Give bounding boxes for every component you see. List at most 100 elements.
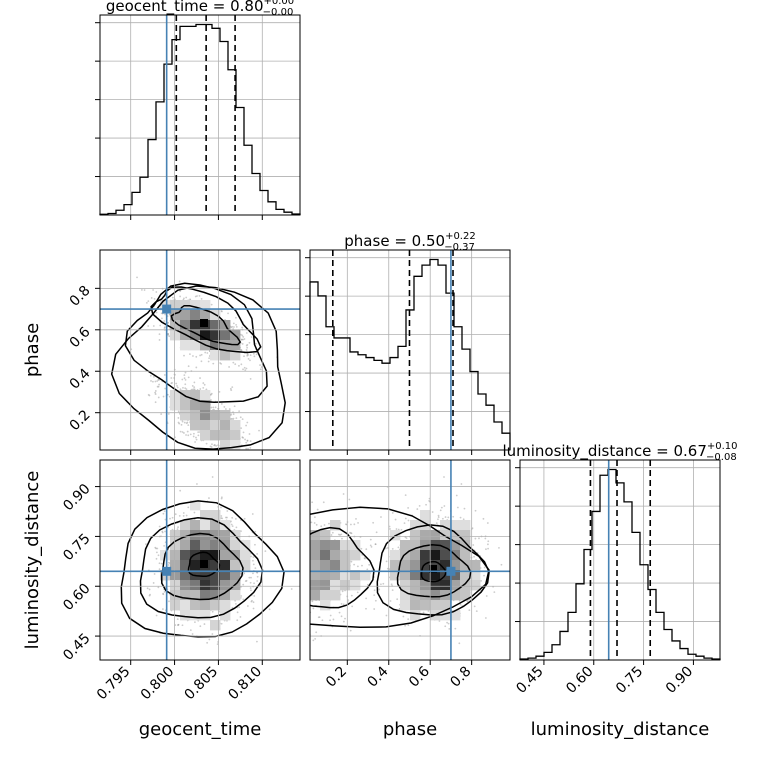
sample-point — [256, 640, 258, 643]
sample-point — [154, 401, 157, 404]
sample-point — [200, 297, 203, 300]
density-cell — [200, 510, 211, 521]
sample-point — [185, 296, 188, 299]
density-cell — [170, 530, 181, 541]
sample-point — [348, 498, 351, 501]
sample-point — [231, 386, 234, 389]
sample-point — [400, 528, 403, 531]
sample-point — [306, 543, 308, 545]
sample-point — [402, 615, 405, 618]
sample-point — [404, 517, 407, 520]
sample-point — [208, 455, 210, 457]
density-cell — [210, 350, 221, 361]
sample-point — [221, 454, 223, 456]
sample-point — [164, 313, 166, 316]
sample-point — [345, 523, 347, 526]
sample-point — [320, 525, 323, 528]
density-cell — [220, 580, 231, 591]
sample-point — [194, 295, 197, 298]
sample-point — [340, 615, 343, 618]
sample-point — [246, 353, 249, 355]
sample-point — [161, 608, 164, 610]
sample-point — [229, 520, 232, 523]
panel-frame — [99, 459, 301, 661]
density-cell — [200, 540, 211, 551]
sample-point — [235, 325, 238, 328]
sample-point — [382, 582, 385, 585]
sample-point — [243, 338, 246, 340]
sample-point — [177, 410, 180, 413]
sample-point — [306, 593, 308, 595]
sample-point — [303, 560, 305, 562]
density-cell — [200, 410, 211, 421]
sample-point — [136, 276, 138, 279]
density-cell — [230, 430, 241, 441]
sample-point — [185, 388, 188, 390]
sample-point — [258, 429, 260, 432]
sample-point — [158, 525, 161, 528]
density-cell — [230, 590, 241, 601]
sample-point — [231, 606, 234, 609]
panel-background — [520, 460, 720, 660]
sample-point — [245, 344, 248, 347]
sample-point — [163, 544, 166, 547]
sample-point — [177, 421, 180, 424]
sample-point — [304, 582, 306, 584]
sample-point — [194, 441, 196, 443]
sample-point — [290, 588, 293, 590]
panel-title: phase = 0.50+0.22 −0.37 — [344, 231, 475, 253]
density-cell — [180, 560, 191, 571]
sample-point — [191, 385, 194, 387]
density-cell — [180, 570, 191, 581]
sample-point — [179, 388, 182, 391]
density-cell — [200, 300, 211, 311]
sample-point — [328, 522, 330, 525]
sample-point — [307, 540, 309, 542]
sample-point — [249, 587, 252, 589]
sample-point — [210, 303, 213, 306]
sample-point — [349, 629, 352, 632]
sample-point — [244, 369, 247, 371]
sample-point — [153, 297, 156, 300]
density-cell — [170, 390, 181, 401]
histogram-step-line — [309, 258, 511, 450]
sample-point — [315, 523, 318, 526]
density-cell — [220, 340, 231, 351]
sample-point — [228, 408, 231, 410]
sample-point — [247, 357, 250, 360]
sample-point — [147, 300, 150, 302]
sample-point — [238, 410, 241, 413]
sample-point — [164, 530, 166, 533]
sample-point — [195, 438, 198, 441]
sample-point — [486, 522, 489, 524]
density-cell — [210, 600, 221, 611]
sample-point — [360, 547, 363, 550]
sample-point — [242, 368, 244, 371]
sample-point — [342, 493, 345, 495]
sample-point — [158, 383, 160, 386]
sample-point — [148, 588, 151, 591]
sample-point — [169, 517, 171, 520]
sample-point — [195, 366, 198, 369]
density-cell — [190, 590, 201, 601]
sample-point — [242, 583, 245, 586]
sample-point — [195, 355, 198, 358]
sample-point — [253, 595, 256, 597]
sample-point — [254, 543, 256, 546]
sample-point — [160, 413, 163, 415]
sample-point — [153, 573, 156, 575]
scatter-panel-geocent_time-vs-phase — [95, 249, 301, 457]
sample-point — [300, 556, 302, 558]
sample-point — [485, 548, 487, 551]
sample-point — [193, 388, 196, 391]
sample-point — [152, 380, 154, 383]
sample-point — [184, 378, 187, 381]
panel-title: geocent_time = 0.80+0.00 −0.00 — [106, 0, 294, 18]
sample-point — [323, 524, 326, 526]
sample-point — [303, 566, 305, 568]
sample-point — [200, 360, 203, 363]
sample-point — [321, 619, 324, 622]
sample-point — [220, 497, 223, 500]
sample-point — [329, 614, 332, 617]
sample-point — [252, 607, 255, 610]
